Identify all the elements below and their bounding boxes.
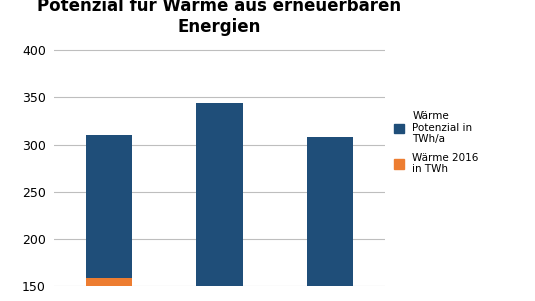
Title: Potenzial für Wärme aus erneuerbaren
Energien: Potenzial für Wärme aus erneuerbaren Ene…: [37, 0, 401, 36]
Bar: [307, 137, 353, 286]
Bar: [86, 278, 132, 286]
Bar: [86, 135, 132, 278]
Legend: Wärme
Potenzial in
TWh/a, Wärme 2016
in TWh: Wärme Potenzial in TWh/a, Wärme 2016 in …: [394, 111, 479, 174]
Bar: [196, 103, 242, 286]
